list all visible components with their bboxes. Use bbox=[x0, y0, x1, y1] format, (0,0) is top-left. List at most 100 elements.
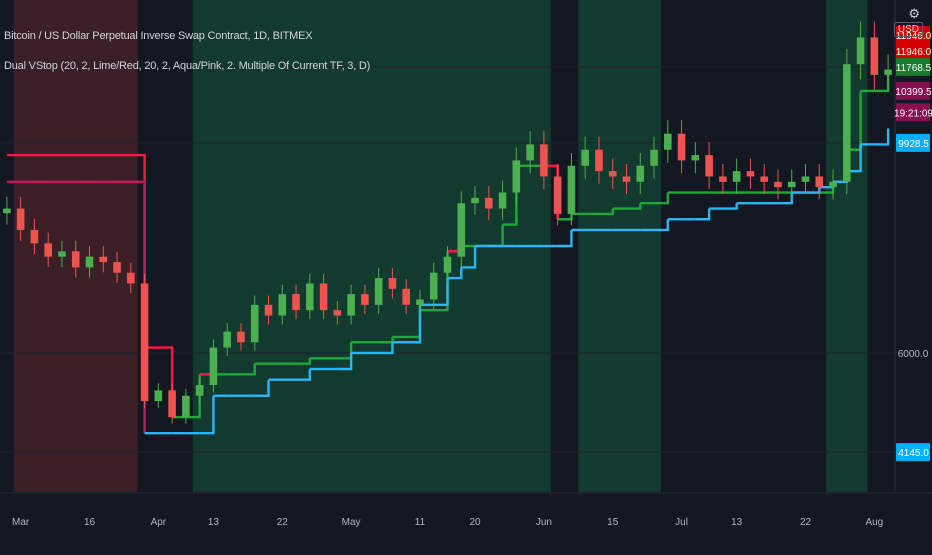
x-tick-label: 22 bbox=[277, 517, 289, 528]
price-axis[interactable]: 6000.0 bbox=[894, 0, 929, 492]
x-tick-label: 15 bbox=[607, 517, 619, 528]
x-tick-label: 20 bbox=[469, 517, 481, 528]
candle-body bbox=[429, 272, 438, 300]
vstop-1-segment bbox=[626, 203, 642, 210]
candle-body bbox=[402, 288, 410, 305]
candle-body bbox=[44, 243, 52, 257]
vstop-2-segment bbox=[695, 208, 711, 221]
price-badge bbox=[896, 443, 930, 462]
candle-body bbox=[333, 310, 342, 316]
currency-label[interactable]: USD bbox=[893, 22, 923, 37]
candle-body bbox=[154, 390, 163, 402]
candle-body bbox=[691, 155, 700, 161]
candle-body bbox=[71, 251, 80, 268]
candle-body bbox=[636, 165, 645, 182]
candle-body bbox=[182, 395, 190, 418]
x-tick-label: Jun bbox=[536, 517, 552, 528]
x-tick-label: Jul bbox=[675, 517, 688, 528]
candle-body bbox=[319, 283, 328, 311]
grid-lines bbox=[0, 66, 895, 453]
candle-body bbox=[608, 171, 617, 177]
bull-zone bbox=[578, 0, 661, 492]
candle-body bbox=[485, 197, 493, 209]
candle-body bbox=[347, 294, 355, 316]
x-tick-label: 22 bbox=[800, 517, 812, 528]
x-tick-label: 16 bbox=[84, 517, 96, 528]
price-badge-label: 11946.0 bbox=[896, 47, 932, 58]
candle-body bbox=[787, 181, 796, 188]
candle-body bbox=[843, 64, 851, 182]
candles bbox=[3, 21, 892, 424]
candle-body bbox=[471, 197, 479, 204]
candle-body bbox=[581, 149, 589, 166]
candle-body bbox=[815, 176, 824, 188]
candle-body bbox=[374, 278, 383, 305]
candle-body bbox=[140, 283, 149, 402]
gear-icon[interactable]: ⚙ bbox=[908, 6, 920, 21]
candle-body bbox=[58, 251, 66, 257]
vstop-2-segment bbox=[406, 304, 422, 344]
vstop-2-segment bbox=[874, 128, 890, 146]
candle-body bbox=[3, 208, 11, 214]
x-tick-label: 13 bbox=[208, 517, 220, 528]
candle-body bbox=[622, 176, 631, 182]
vstop-1-segment bbox=[598, 208, 614, 216]
vstop-2-segment bbox=[378, 342, 394, 355]
candle-body bbox=[30, 229, 39, 244]
candle-body bbox=[237, 331, 245, 343]
candle-body bbox=[774, 181, 782, 188]
candle-body bbox=[746, 171, 755, 177]
x-tick-label: Mar bbox=[12, 517, 30, 528]
vstop-2-segment bbox=[461, 246, 477, 269]
price-badge-label: 10399.5 bbox=[895, 87, 932, 98]
candle-body bbox=[278, 294, 287, 316]
vstop-2-segment bbox=[296, 369, 312, 381]
candle-body bbox=[526, 144, 534, 161]
vstop-1-segment bbox=[654, 192, 670, 205]
x-tick-label: Aug bbox=[865, 517, 883, 528]
candle-body bbox=[512, 160, 521, 193]
candle-body bbox=[127, 272, 135, 284]
price-badge bbox=[896, 103, 930, 122]
price-badge-label: 4145.0 bbox=[898, 448, 929, 459]
candle-body bbox=[361, 294, 369, 305]
price-badge-label: 19:21:09 bbox=[894, 108, 932, 119]
price-badge-label: 9928.5 bbox=[898, 139, 929, 150]
candle-body bbox=[85, 256, 94, 268]
candle-body bbox=[650, 149, 658, 166]
candle-body bbox=[223, 331, 231, 348]
y-tick-label: 6000.0 bbox=[898, 349, 929, 360]
candle-body bbox=[856, 37, 865, 65]
candle-body bbox=[553, 176, 562, 214]
vstop-2-segment bbox=[846, 144, 862, 173]
vstop-2-segment bbox=[654, 219, 670, 232]
price-badges: 11946.011946.011768.510399.519:21:099928… bbox=[894, 25, 932, 462]
candle-body bbox=[292, 294, 300, 311]
vstop-2-segment bbox=[447, 267, 463, 280]
candle-body bbox=[306, 283, 314, 311]
candle-body bbox=[705, 155, 713, 177]
indicator-legend[interactable]: Dual VStop (20, 2, Lime/Red, 20, 2, Aqua… bbox=[4, 60, 371, 72]
candle-body bbox=[16, 208, 25, 230]
candle-body bbox=[732, 171, 741, 182]
x-tick-label: 11 bbox=[415, 517, 426, 528]
vstop-2-segment bbox=[433, 278, 449, 307]
vstop-1-segment bbox=[240, 363, 256, 376]
time-axis[interactable]: Mar 16 Apr 13 22 May 11 20 Jun 15 Jul 13 22 Aug bbox=[0, 492, 932, 528]
price-badge-label: 11768.5 bbox=[896, 63, 932, 74]
x-tick-label: May bbox=[342, 517, 361, 528]
candle-body bbox=[250, 304, 259, 343]
candle-body bbox=[664, 133, 672, 150]
candle-body bbox=[457, 203, 466, 257]
x-tick-label: Apr bbox=[151, 517, 167, 528]
candle-body bbox=[540, 144, 548, 177]
candle-body bbox=[760, 176, 768, 182]
price-badge bbox=[896, 57, 930, 76]
candle-body bbox=[719, 176, 727, 182]
candle-body bbox=[388, 278, 397, 289]
candle-body bbox=[567, 165, 576, 214]
candle-body bbox=[416, 299, 424, 305]
candle-body bbox=[209, 347, 218, 386]
